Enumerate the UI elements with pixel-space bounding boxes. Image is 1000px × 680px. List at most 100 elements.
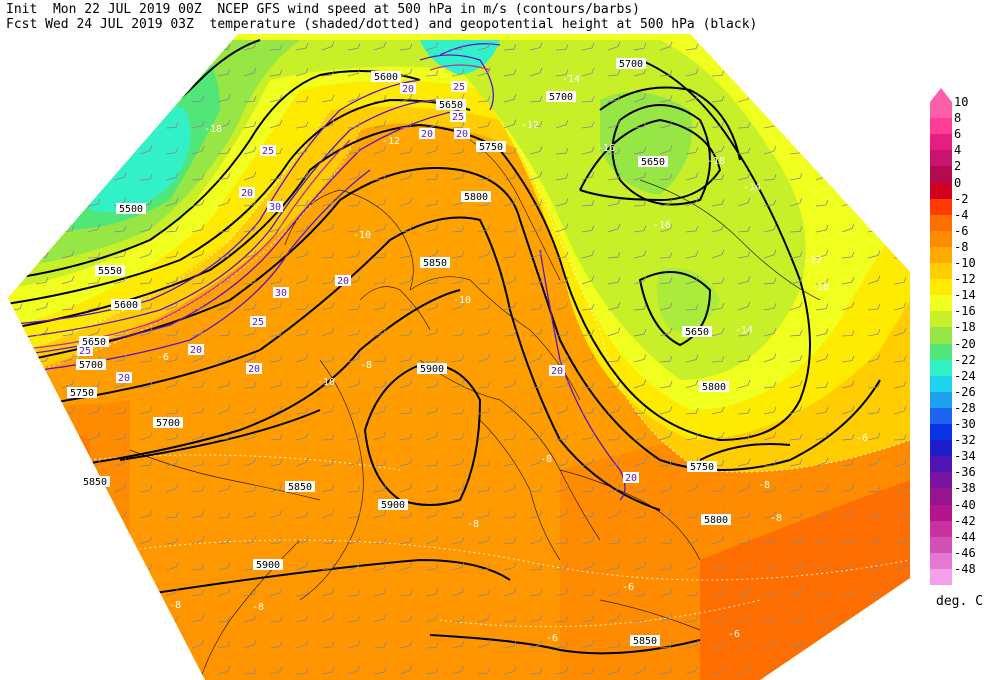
- temperature-labels: -18 -16 -12 -14 -14 -12 -10 -10 -8 -6 -8 -8 -6 -8 -6 -6…: [20, 74, 868, 644]
- wind-barb: [113, 536, 127, 545]
- height-label: 5850: [83, 477, 107, 488]
- wind-barb: [243, 382, 257, 389]
- temp-label: -12: [521, 120, 539, 131]
- wind-barb: [113, 408, 127, 415]
- wind-barb: [321, 223, 335, 233]
- wind-barb: [165, 483, 179, 493]
- wind-barb: [9, 275, 23, 285]
- wind-barb: [711, 224, 725, 233]
- wind-barb: [321, 94, 335, 103]
- wind-barb: [35, 405, 49, 415]
- wind-barb: [321, 434, 335, 441]
- wind-barb: [477, 95, 491, 103]
- wind-barb: [165, 197, 179, 207]
- temp-label: -6: [856, 433, 868, 444]
- wind-label: 30: [269, 202, 281, 213]
- wind-barb: [9, 42, 23, 51]
- wind-barb: [763, 199, 777, 207]
- wind-barb: [373, 381, 387, 389]
- wind-barb: [737, 458, 751, 467]
- wind-barb: [841, 562, 855, 571]
- wind-barb: [659, 120, 673, 129]
- wind-barb: [867, 382, 881, 389]
- wind-barb: [789, 616, 803, 623]
- wind-barb: [87, 642, 101, 649]
- height-label: 5850: [288, 482, 312, 493]
- temp-label: -18: [204, 124, 222, 135]
- wind-barb: [217, 641, 231, 649]
- wind-barb: [763, 328, 777, 337]
- wind-barb: [399, 225, 413, 233]
- wind-barb: [191, 174, 205, 181]
- wind-barb: [555, 251, 569, 259]
- wind-barb: [763, 431, 777, 441]
- colorbar-swatch: [930, 263, 952, 280]
- wind-barb: [35, 613, 49, 623]
- wind-barb: [35, 94, 49, 103]
- colorbar-unit: deg. C: [936, 594, 983, 609]
- wind-barb: [867, 589, 881, 597]
- wind-barb: [529, 382, 543, 389]
- wind-barb: [711, 431, 725, 441]
- wind-barb: [477, 303, 491, 311]
- wind-barb: [269, 587, 283, 597]
- wind-barb: [503, 562, 517, 571]
- wind-barb: [269, 44, 283, 51]
- wind-barb: [139, 588, 153, 597]
- wind-barb: [243, 224, 257, 233]
- wind-barb: [633, 304, 647, 311]
- wind-barb: [451, 301, 465, 311]
- wind-barb: [685, 147, 699, 155]
- wind-barb: [399, 615, 413, 623]
- wind-barb: [529, 407, 543, 415]
- wind-barb: [373, 41, 387, 51]
- wind-barb: [763, 535, 777, 545]
- colorbar-swatch: [930, 424, 952, 441]
- colorbar-swatch: [930, 375, 952, 393]
- wind-barb: [815, 328, 829, 337]
- wind-barb: [139, 277, 153, 285]
- height-label-bg: [80, 476, 110, 487]
- wind-barb: [295, 121, 309, 129]
- wind-barb: [243, 510, 257, 519]
- wind-barb: [789, 44, 803, 51]
- wind-barb: [867, 200, 881, 207]
- wind-barb: [399, 511, 413, 519]
- wind-barb: [139, 145, 153, 155]
- wind-barb: [841, 44, 855, 51]
- wind-barb: [217, 666, 231, 675]
- wind-barb: [607, 94, 621, 103]
- wind-barb: [139, 431, 153, 441]
- wind-barb: [347, 640, 361, 649]
- colorbar-label: 2: [954, 159, 962, 174]
- wind-barb: [581, 457, 595, 467]
- wind-barb: [477, 278, 491, 285]
- wind-barb: [269, 616, 283, 623]
- temp-label: -14: [743, 182, 761, 193]
- wind-barb: [737, 197, 751, 207]
- temp-label: -8: [540, 454, 552, 465]
- wind-barb: [503, 147, 517, 155]
- wind-barb: [113, 147, 127, 155]
- wind-barb: [607, 434, 621, 441]
- wind-barb: [451, 562, 465, 571]
- wind-barb: [555, 223, 569, 233]
- wind-barb: [581, 668, 595, 675]
- wind-barb: [841, 666, 855, 675]
- wind-barb: [9, 589, 23, 597]
- wind-barb: [893, 327, 907, 337]
- wind-barb: [867, 511, 881, 519]
- wind-barb: [269, 434, 283, 441]
- wind-barb: [711, 174, 725, 181]
- wind-label-bg: [450, 111, 466, 122]
- wind-barb: [815, 249, 829, 259]
- wind-barb: [165, 122, 179, 129]
- wind-barb: [737, 329, 751, 337]
- wind-barb: [763, 278, 777, 285]
- wind-barb: [425, 588, 439, 597]
- wind-barb: [113, 43, 127, 51]
- wind-barb: [529, 457, 543, 467]
- wind-label-bg: [246, 363, 262, 374]
- temp-label: -8: [360, 360, 372, 371]
- wind-barb: [893, 148, 907, 155]
